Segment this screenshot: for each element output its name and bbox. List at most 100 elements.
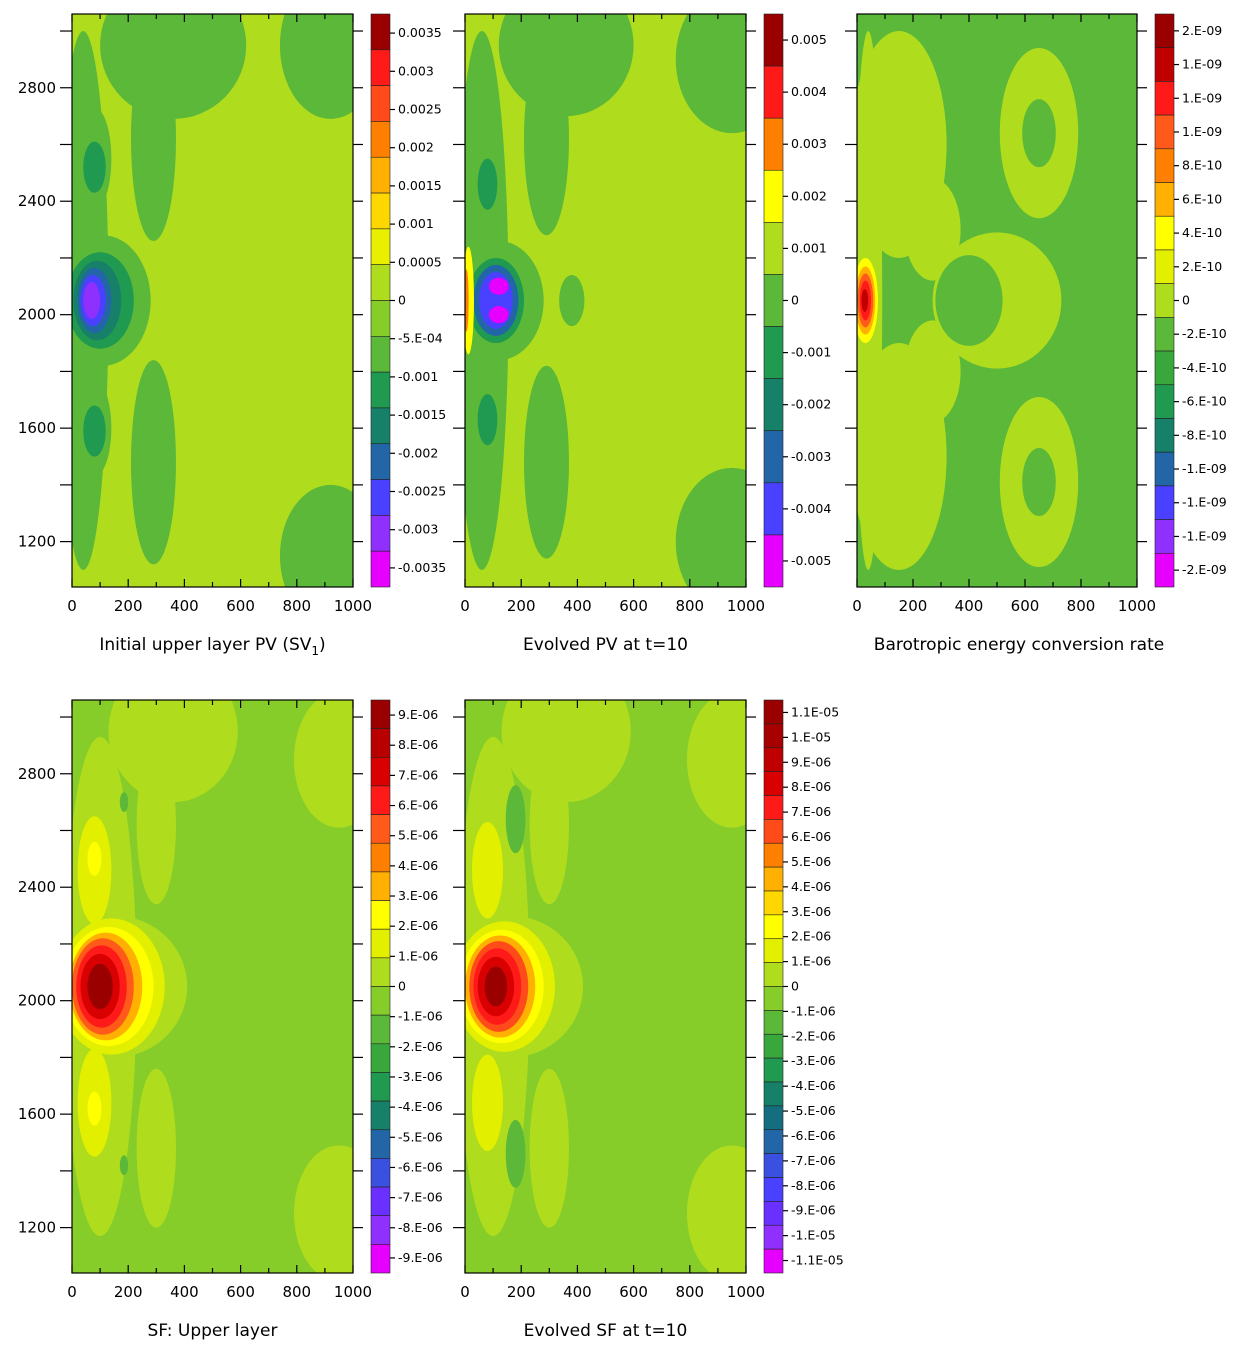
colorbar-cell (763, 378, 784, 432)
colorbar-label: 5.E-06 (398, 828, 438, 843)
colorbar-cell (370, 13, 391, 51)
contour-band-10 (477, 394, 498, 446)
colorbar-label: -0.002 (398, 445, 438, 460)
contour-band-9 (935, 255, 1003, 346)
colorbar-cell (370, 728, 391, 758)
colorbar-cell (370, 1244, 391, 1274)
colorbar-cell (763, 795, 784, 820)
contour-band-16 (861, 289, 869, 312)
colorbar: 1.1E-05 1.E-05 9.E-06 8.E-06 7.E-06 6.E-06 5.E… (763, 699, 844, 1274)
colorbar-label: 2.E-09 (1182, 23, 1222, 38)
x-tick-label: 1000 (727, 1283, 765, 1301)
colorbar-cell (763, 747, 784, 772)
x-tick-label: 600 (226, 1283, 255, 1301)
x-tick-label: 800 (675, 597, 704, 615)
colorbar-label: -9.E-06 (791, 1203, 836, 1218)
y-tick-label: 1600 (18, 419, 56, 437)
contour-band-3 (294, 1145, 353, 1273)
colorbar-cell (1154, 47, 1175, 82)
y-tick-label: 2000 (18, 306, 56, 324)
colorbar-cell (1154, 418, 1175, 453)
colorbar-cell (763, 866, 784, 892)
contour-field (72, 14, 353, 587)
colorbar-cell (763, 819, 784, 844)
colorbar: 2.E-09 1.E-09 1.E-09 1.E-09 8.E-10 6.E-10 4.E-… (1154, 13, 1227, 588)
colorbar-label: -0.005 (791, 553, 831, 568)
y-tick-label: 1200 (18, 1219, 56, 1237)
colorbar-label: -7.E-06 (398, 1190, 443, 1205)
panel-3: 0 200 400 600 800 1000 Barotropic energy conve… (845, 13, 1227, 655)
colorbar-cell (763, 1177, 784, 1202)
colorbar-cell (370, 300, 391, 337)
chart-title: Evolved PV at t=10 (523, 635, 688, 655)
colorbar-label: -2.E-06 (398, 1039, 443, 1054)
colorbar-label: -1.E-09 (1182, 528, 1227, 543)
colorbar-cell (763, 1129, 784, 1154)
colorbar-cell (763, 890, 784, 916)
x-tick-label: 0 (460, 1283, 470, 1301)
x-tick-label: 400 (955, 597, 984, 615)
colorbar: 9.E-06 8.E-06 7.E-06 6.E-06 5.E-06 4.E-06 3.E-… (370, 699, 443, 1274)
colorbar-cell (1154, 283, 1175, 318)
panel-4: 0 200 400 600 800 1000 1200 1600 2000 2400 2800 SF:… (18, 699, 443, 1341)
colorbar-cell (763, 1224, 784, 1250)
x-tick-label: 0 (67, 1283, 77, 1301)
x-tick-label: 600 (226, 597, 255, 615)
colorbar-label: -0.001 (791, 345, 831, 360)
x-tick-label: 0 (852, 597, 862, 615)
colorbar-label: 6.E-10 (1182, 191, 1222, 206)
colorbar-label: -2.E-10 (1182, 326, 1227, 341)
colorbar-label: 0.004 (791, 84, 827, 99)
contour-band-2 (687, 700, 746, 828)
contour-field (857, 31, 1079, 570)
colorbar-label: -5.E-06 (398, 1129, 443, 1144)
contour-band-20 (119, 1155, 129, 1176)
colorbar-cell (763, 1153, 784, 1178)
colorbar-label: 0.002 (398, 140, 434, 155)
contour-band-17 (465, 269, 469, 332)
x-tick-label: 200 (114, 597, 143, 615)
x-tick-label: 0 (460, 597, 470, 615)
colorbar-label: -1.1E-05 (791, 1253, 844, 1268)
colorbar-label: -1.E-06 (398, 1009, 443, 1024)
colorbar-cell (370, 785, 391, 815)
colorbar-label: 0 (398, 293, 406, 308)
x-tick-label: 1000 (334, 1283, 372, 1301)
colorbar-cell (370, 1186, 391, 1217)
contour-band-18 (87, 963, 113, 1010)
contour-band-8 (559, 274, 585, 327)
colorbar-cell (370, 1072, 391, 1102)
y-tick-label: 2000 (18, 992, 56, 1010)
contour-band-11 (472, 1054, 503, 1152)
x-tick-label: 200 (114, 1283, 143, 1301)
x-tick-label: 600 (619, 597, 648, 615)
colorbar-cell (763, 430, 784, 484)
colorbar-label: 0.001 (791, 240, 827, 255)
colorbar-label: -6.E-10 (1182, 394, 1227, 409)
contour-band-1 (501, 700, 631, 803)
contour-band-11 (83, 405, 106, 457)
colorbar-cell (370, 1129, 391, 1159)
colorbar-cell (370, 550, 391, 588)
colorbar-cell (1154, 350, 1175, 386)
colorbar-label: 0 (791, 293, 799, 308)
chart-title: Evolved SF at t=10 (524, 1321, 688, 1341)
colorbar-cell (763, 699, 784, 725)
colorbar-cell (1154, 81, 1175, 116)
colorbar-label: 0 (1182, 293, 1190, 308)
colorbar-cell (763, 274, 784, 327)
colorbar-cell (763, 962, 784, 987)
colorbar-label: 2.E-10 (1182, 259, 1222, 274)
colorbar-cell (763, 13, 784, 67)
colorbar-label: -1.E-05 (791, 1228, 836, 1243)
colorbar-label: -0.0015 (398, 407, 446, 422)
contour-band-5 (529, 1068, 569, 1228)
colorbar-cell (370, 756, 391, 787)
colorbar-cell (763, 938, 784, 963)
y-tick-label: 2800 (18, 765, 56, 783)
colorbar-label: -5.E-04 (398, 331, 443, 346)
x-tick-label: 200 (507, 1283, 536, 1301)
colorbar-label: 6.E-06 (398, 798, 438, 813)
colorbar-cell (1154, 182, 1175, 217)
colorbar-cell (370, 1100, 391, 1131)
